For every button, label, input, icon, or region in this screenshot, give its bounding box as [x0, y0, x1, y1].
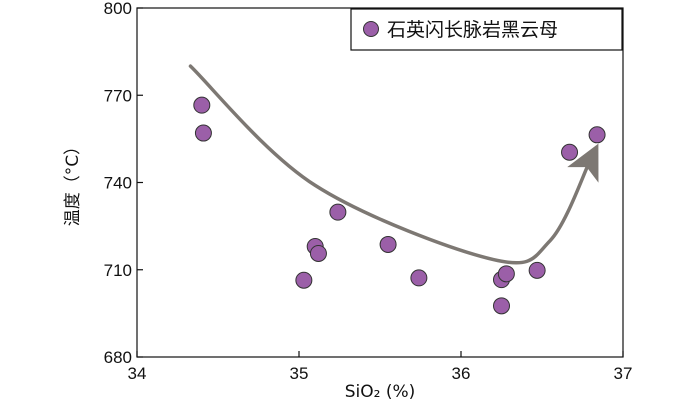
data-point: [528, 261, 546, 279]
legend-marker: [363, 21, 379, 37]
y-tick-label: 740: [104, 174, 132, 193]
trend-arrow: [188, 64, 599, 265]
data-point: [561, 143, 579, 161]
legend-box: [350, 8, 623, 51]
x-axis-ticks: 34 35 36 37: [128, 351, 633, 383]
data-point: [497, 265, 515, 283]
legend: 石英闪长脉岩黑云母: [350, 8, 623, 51]
y-tick-label: 770: [104, 86, 132, 105]
x-tick-label: 37: [614, 364, 633, 383]
data-point: [309, 244, 327, 262]
data-point: [588, 126, 606, 144]
data-point: [295, 271, 313, 289]
x-tick-label: 36: [452, 364, 471, 383]
y-tick-label: 680: [104, 348, 132, 367]
x-axis-title: SiO₂ (%): [345, 382, 416, 402]
plot-frame: [136, 7, 624, 358]
data-point: [410, 269, 428, 287]
data-points: [193, 96, 606, 315]
data-point: [493, 297, 510, 315]
data-point: [193, 96, 211, 114]
legend-label: 石英闪长脉岩黑云母: [387, 19, 558, 41]
data-point: [379, 235, 397, 253]
data-point: [194, 124, 212, 142]
y-axis-ticks: 680 710 740 770 800: [104, 0, 143, 367]
x-tick-label: 35: [290, 364, 309, 383]
y-tick-label: 800: [104, 0, 132, 18]
x-tick-label: 34: [128, 364, 147, 383]
y-tick-label: 710: [104, 261, 132, 280]
data-point: [329, 203, 347, 221]
y-axis-title: 温度（°C）: [63, 138, 83, 226]
